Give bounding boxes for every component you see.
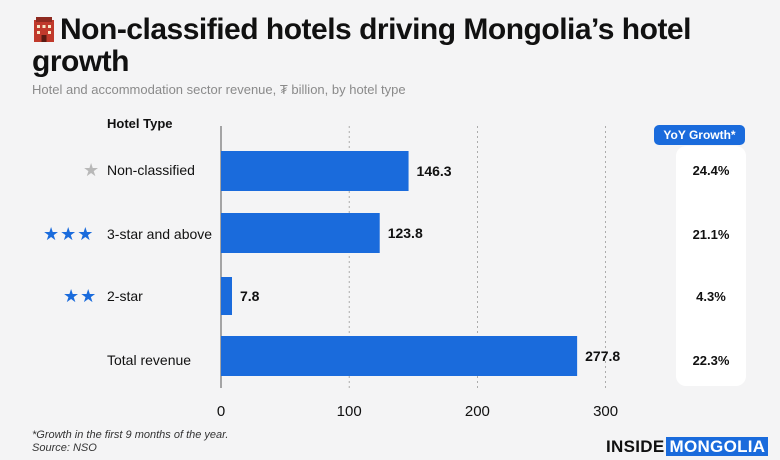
hotel-type-header: Hotel Type	[107, 116, 173, 131]
bar-value-label: 146.3	[417, 163, 452, 179]
category-label-3-star: 3-star and above	[107, 226, 213, 242]
brand-logo-inside: INSIDE	[606, 437, 665, 456]
star-rating-icon-3-star: ★★★	[43, 224, 95, 244]
star-rating-icon-2-star: ★★	[63, 286, 98, 306]
hotel-icon	[34, 17, 54, 42]
bar-value-label: 7.8	[240, 288, 260, 304]
bar-value-labels: 146.3 123.8 7.8 277.8	[240, 163, 620, 364]
x-tick-label-0: 0	[217, 403, 225, 420]
footnote-growth-note: *Growth in the first 9 months of the yea…	[32, 429, 229, 441]
brand-logo-mongolia: MONGOLIA	[666, 437, 769, 456]
bar-value-label: 123.8	[388, 225, 423, 241]
title-block: Non-classified hotels driving Mongolia’s…	[32, 14, 752, 78]
x-tick-label-200: 200	[465, 403, 490, 420]
yoy-value-2-star: 4.3%	[696, 289, 726, 304]
bar-value-label: 277.8	[585, 348, 620, 364]
chart-subtitle: Hotel and accommodation sector revenue, …	[32, 82, 406, 97]
yoy-value-3-star: 21.1%	[692, 227, 730, 242]
bar-total-revenue	[221, 336, 578, 376]
yoy-value-non-classified: 24.4%	[692, 163, 730, 178]
chart-title: Non-classified hotels driving Mongolia’s…	[32, 14, 752, 78]
star-rating-icon-non-classified: ★	[83, 160, 101, 180]
yoy-growth-panel	[676, 146, 746, 386]
yoy-value-total: 22.3%	[692, 353, 730, 368]
bar-2-star	[221, 277, 232, 315]
brand-logo: INSIDE MONGOLIA	[606, 437, 769, 457]
footnote: *Growth in the first 9 months of the yea…	[32, 429, 228, 455]
category-label-2-star: 2-star	[107, 288, 143, 304]
chart-title-text: Non-classified hotels driving Mongolia’s…	[32, 13, 691, 78]
footnote-source: Source: NSO	[32, 442, 97, 454]
bar-3-star-and-above	[221, 213, 380, 253]
yoy-growth-header: YoY Growth*	[654, 125, 745, 145]
category-label-non-classified: Non-classified	[107, 162, 195, 178]
bars	[221, 151, 578, 376]
category-label-total: Total revenue	[107, 352, 192, 368]
bar-non-classified	[221, 151, 409, 191]
x-tick-label-300: 300	[593, 403, 618, 420]
x-tick-label-100: 100	[337, 403, 362, 420]
x-axis-ticks: 0 100 200 300	[217, 403, 618, 420]
